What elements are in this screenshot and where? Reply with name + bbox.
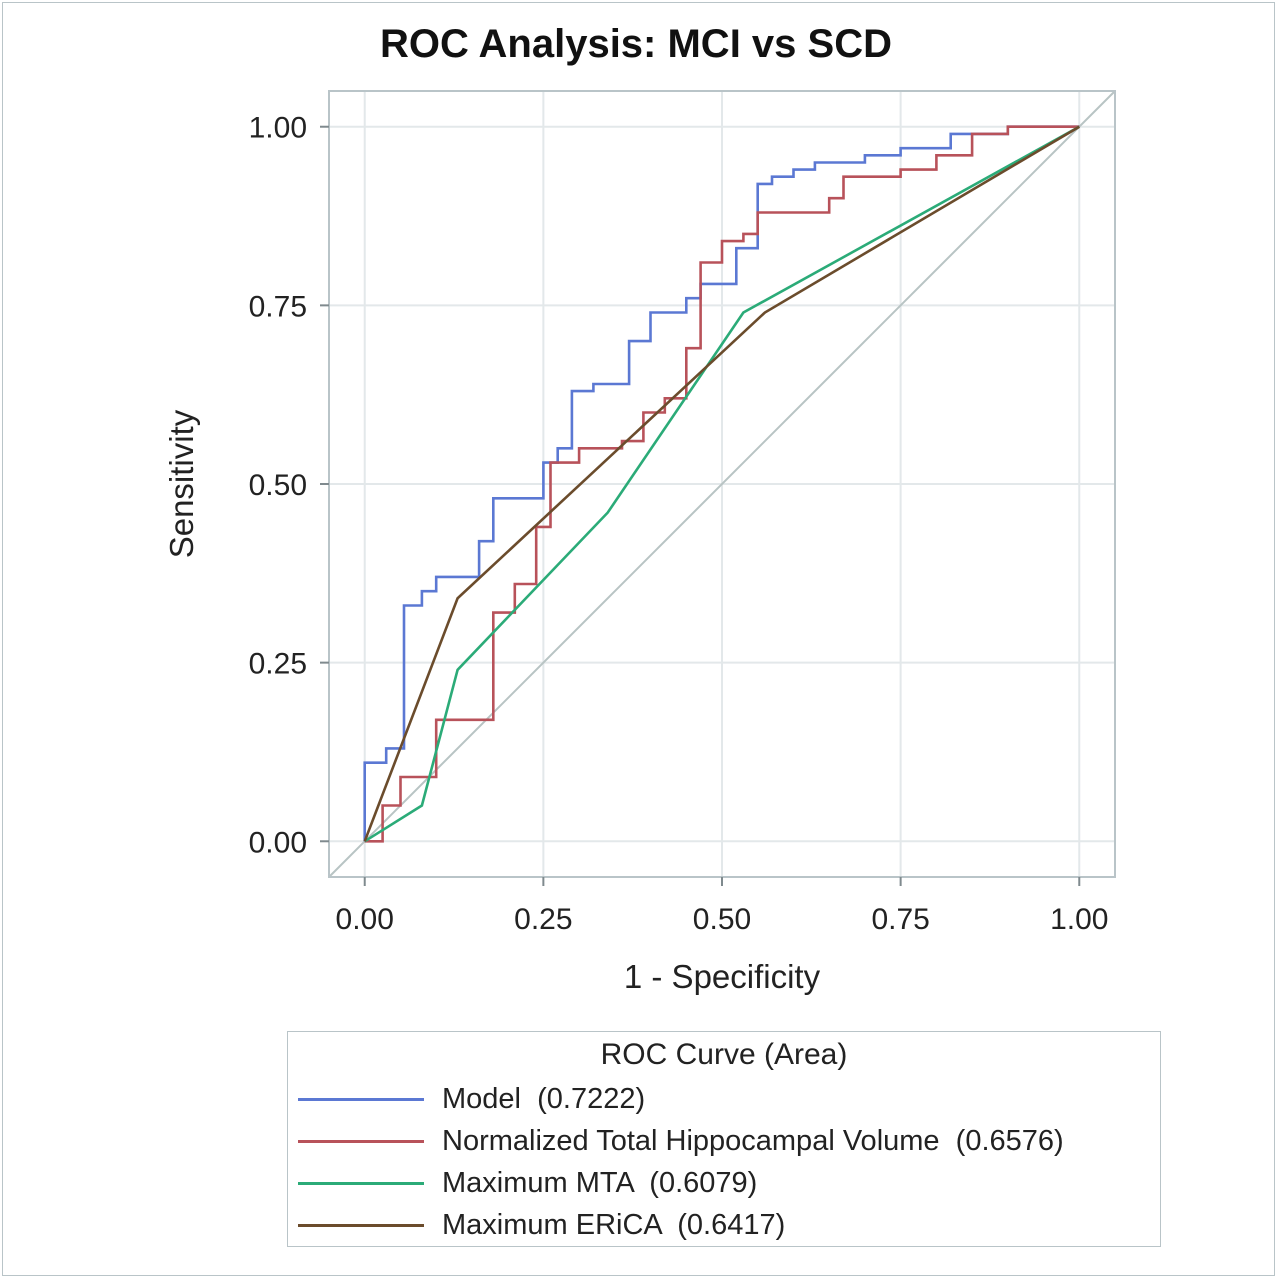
series-line-3: [364, 125, 1080, 843]
y-tick-label: 0.25: [249, 648, 307, 681]
chart-title: ROC Analysis: MCI vs SCD: [380, 22, 892, 66]
legend-entry: Model (0.7222): [298, 1081, 645, 1117]
legend-swatch: [298, 1181, 424, 1185]
legend-entry: Normalized Total Hippocampal Volume (0.6…: [298, 1123, 1064, 1159]
y-tick-label: 0.75: [249, 290, 307, 323]
y-axis: 0.00 0.25 0.50 0.75 1.00: [249, 112, 329, 859]
x-axis: 0.00 0.25 0.50 0.75 1.00: [336, 877, 1108, 936]
roc-chart: 0.00 0.25 0.50 0.75 1.00 0.00 0.25 0.50 0.75 1.0…: [163, 90, 1116, 995]
legend-entry: Maximum MTA (0.6079): [298, 1165, 757, 1201]
x-tick-label: 0.50: [693, 903, 751, 936]
series-line-1: [363, 125, 1080, 842]
legend-title: ROC Curve (Area): [600, 1038, 848, 1071]
y-tick-label: 0.50: [249, 469, 307, 502]
reference-diagonal: [328, 90, 1116, 878]
x-axis-label: 1 - Specificity: [624, 958, 821, 995]
y-tick-label: 1.00: [249, 112, 307, 145]
x-tick-label: 0.00: [336, 903, 394, 936]
x-tick-label: 0.25: [514, 903, 572, 936]
series-line-4: [363, 125, 1080, 842]
x-tick-label: 1.00: [1050, 903, 1108, 936]
legend-entry: Maximum ERiCA (0.6417): [298, 1207, 785, 1243]
legend-swatch: [298, 1223, 424, 1227]
y-tick-label: 0.00: [249, 826, 307, 859]
legend-label: Normalized Total Hippocampal Volume (0.6…: [442, 1124, 1064, 1157]
legend-label: Model (0.7222): [442, 1082, 646, 1115]
grid: [329, 91, 1115, 877]
legend-swatch: [298, 1097, 424, 1101]
y-axis-label: Sensitivity: [163, 409, 200, 558]
legend-label: Maximum ERiCA (0.6417): [442, 1208, 786, 1241]
series-layer: [363, 125, 1080, 843]
legend: ROC Curve (Area) Model (0.7222) Normalize…: [287, 1031, 1161, 1247]
x-tick-label: 0.75: [871, 903, 929, 936]
legend-label: Maximum MTA (0.6079): [442, 1166, 758, 1199]
legend-swatch: [298, 1139, 424, 1143]
